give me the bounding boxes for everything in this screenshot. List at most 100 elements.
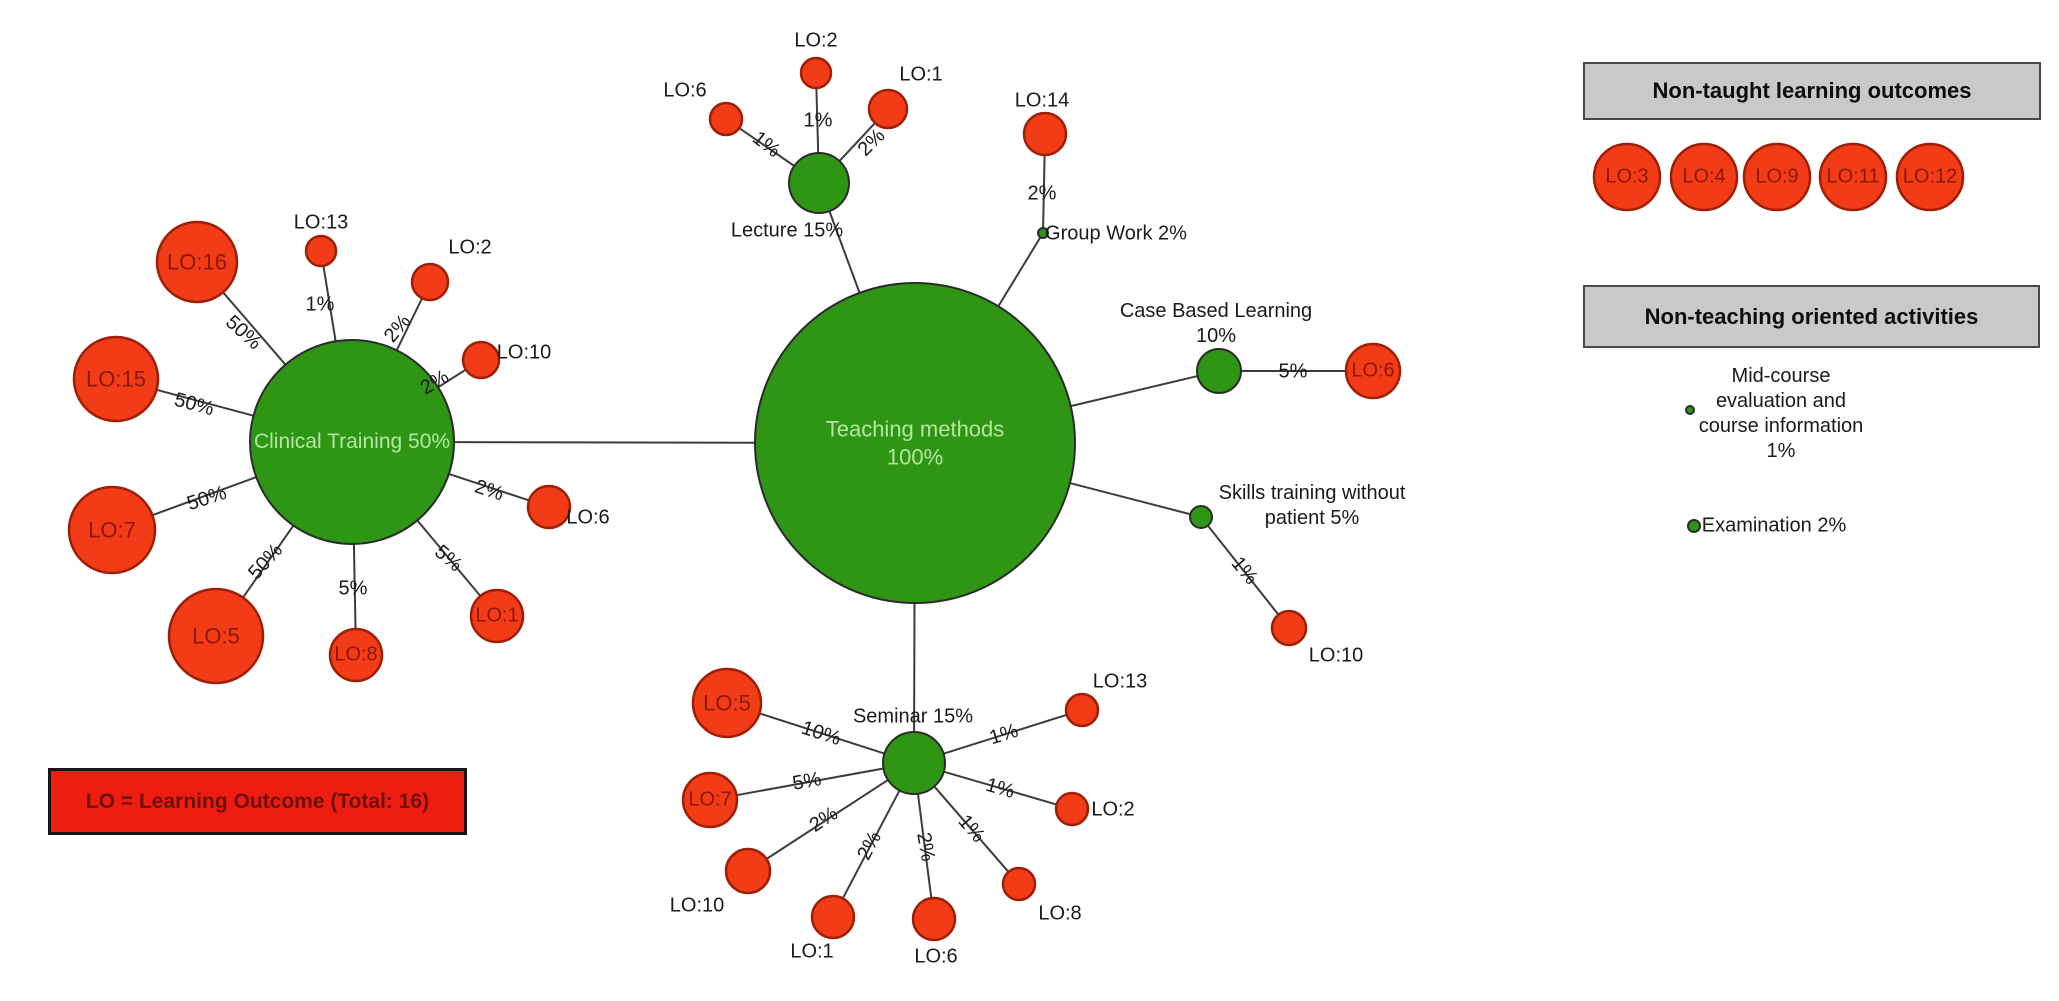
- label-c5: LO:5: [192, 623, 240, 649]
- label-cbl: Case Based Learning 10%: [1119, 300, 1313, 347]
- outcome-node-c2: [410, 262, 450, 302]
- label-n4: LO:4: [1682, 165, 1726, 188]
- method-node-cbl: [1196, 348, 1242, 394]
- method-node-examination: [1687, 519, 1701, 533]
- edge-clinical-c8: [352, 543, 357, 630]
- label-n3: LO:3: [1605, 165, 1649, 188]
- pct-clinical-c13: 1%: [305, 293, 335, 316]
- label-skills: Skills training without patient 5%: [1218, 482, 1406, 529]
- label-c15: LO:15: [86, 366, 146, 392]
- edge-clinical-c1: [416, 519, 482, 597]
- outcome-node-c16: [155, 220, 239, 304]
- outcome-node-m13: [1064, 692, 1100, 728]
- label-c7: LO:7: [88, 517, 136, 543]
- lo-legend-box: LO = Learning Outcome (Total: 16): [48, 768, 467, 835]
- label-l6: LO:6: [663, 79, 707, 102]
- pct-seminar-m6: 2%: [912, 830, 939, 864]
- outcome-node-c10: [461, 340, 501, 380]
- edge-skills-s10: [1207, 524, 1280, 616]
- edge-lecture-l2: [815, 87, 820, 154]
- outcome-node-c5: [167, 587, 265, 685]
- edge-clinical-c16: [222, 291, 287, 366]
- edge-clinical-c13: [322, 265, 337, 342]
- edge-seminar-m13: [943, 713, 1068, 755]
- edge-clinical-c7: [152, 476, 257, 517]
- label-m5: LO:5: [703, 690, 751, 716]
- edge-seminar-m1: [841, 789, 901, 899]
- label-c10: LO:10: [496, 341, 552, 364]
- label-groupwork: Group Work 2%: [1045, 222, 1187, 245]
- non-taught-outcomes-title: Non-taught learning outcomes: [1652, 78, 1972, 103]
- label-s10: LO:10: [1308, 644, 1364, 667]
- label-seminar: Seminar 15%: [852, 705, 974, 728]
- edge-teaching-lecture: [828, 210, 861, 294]
- method-node-groupwork: [1037, 227, 1049, 239]
- label-c6: LO:6: [566, 506, 610, 529]
- edge-seminar-m5: [759, 712, 885, 755]
- method-node-skills: [1189, 505, 1213, 529]
- label-l2: LO:2: [794, 29, 838, 52]
- edge-clinical-c15: [156, 388, 254, 417]
- label-m10: LO:10: [669, 894, 725, 917]
- method-node-lecture: [788, 152, 850, 214]
- label-m6: LO:6: [914, 945, 958, 968]
- non-taught-outcomes-header: Non-taught learning outcomes: [1583, 62, 2041, 120]
- label-n11: LO:11: [1826, 165, 1880, 188]
- label-l1: LO:1: [899, 63, 943, 86]
- label-examination: Examination 2%: [1701, 514, 1847, 537]
- outcome-node-m5: [691, 667, 763, 739]
- outcome-node-s10: [1270, 609, 1308, 647]
- edge-seminar-m6: [916, 793, 933, 899]
- edge-clinical-c5: [242, 524, 295, 599]
- outcome-node-m10: [724, 847, 772, 895]
- non-teaching-activities-title: Non-teaching oriented activities: [1644, 303, 1979, 329]
- non-teaching-activities-header: Non-teaching oriented activities: [1583, 285, 2040, 348]
- outcome-node-m2: [1054, 791, 1090, 827]
- outcome-node-n3: [1592, 142, 1662, 212]
- edge-clinical-c2: [395, 297, 424, 351]
- method-node-midcourse: [1685, 405, 1695, 415]
- outcome-node-m8: [1001, 866, 1037, 902]
- label-m8: LO:8: [1038, 902, 1082, 925]
- edge-seminar-m7: [736, 767, 884, 797]
- pct-seminar-m7: 5%: [790, 768, 824, 795]
- method-node-teaching: [754, 282, 1076, 604]
- pct-cbl-cb6: 5%: [1278, 360, 1308, 383]
- label-c2: LO:2: [448, 236, 492, 259]
- label-m2: LO:2: [1091, 798, 1135, 821]
- edge-seminar-m10: [765, 779, 889, 860]
- edge-clinical-c10: [437, 368, 467, 389]
- outcome-node-l14: [1022, 111, 1068, 157]
- method-node-seminar: [882, 731, 946, 795]
- label-c13: LO:13: [293, 211, 349, 234]
- outcome-node-m1: [810, 894, 856, 940]
- label-m1: LO:1: [790, 940, 834, 963]
- outcome-node-m7: [681, 771, 739, 829]
- pct-lecture-l2: 1%: [803, 109, 833, 132]
- label-n12: LO:12: [1902, 165, 1958, 188]
- method-node-clinical: [249, 339, 455, 545]
- label-c1: LO:1: [475, 604, 519, 627]
- edge-groupwork-l14: [1042, 154, 1046, 229]
- edge-seminar-m8: [933, 785, 1010, 873]
- label-clinical: Clinical Training 50%: [253, 429, 451, 453]
- label-c8: LO:8: [334, 643, 378, 666]
- outcome-node-l6: [708, 101, 744, 137]
- edge-teaching-groupwork: [997, 236, 1042, 307]
- outcome-node-c1: [469, 588, 525, 644]
- outcome-node-n4: [1669, 142, 1739, 212]
- label-l14: LO:14: [1014, 89, 1070, 112]
- edge-teaching-cbl: [1070, 375, 1198, 408]
- outcome-node-c15: [72, 335, 160, 423]
- edge-lecture-l1: [838, 122, 876, 162]
- edge-clinical-c6: [448, 473, 530, 502]
- label-c16: LO:16: [167, 249, 227, 275]
- label-m7: LO:7: [688, 788, 732, 811]
- outcome-node-n9: [1742, 142, 1812, 212]
- label-n9: LO:9: [1755, 165, 1799, 188]
- outcome-node-l1: [867, 88, 909, 130]
- outcome-node-c7: [67, 485, 157, 575]
- pct-clinical-c8: 5%: [338, 577, 368, 600]
